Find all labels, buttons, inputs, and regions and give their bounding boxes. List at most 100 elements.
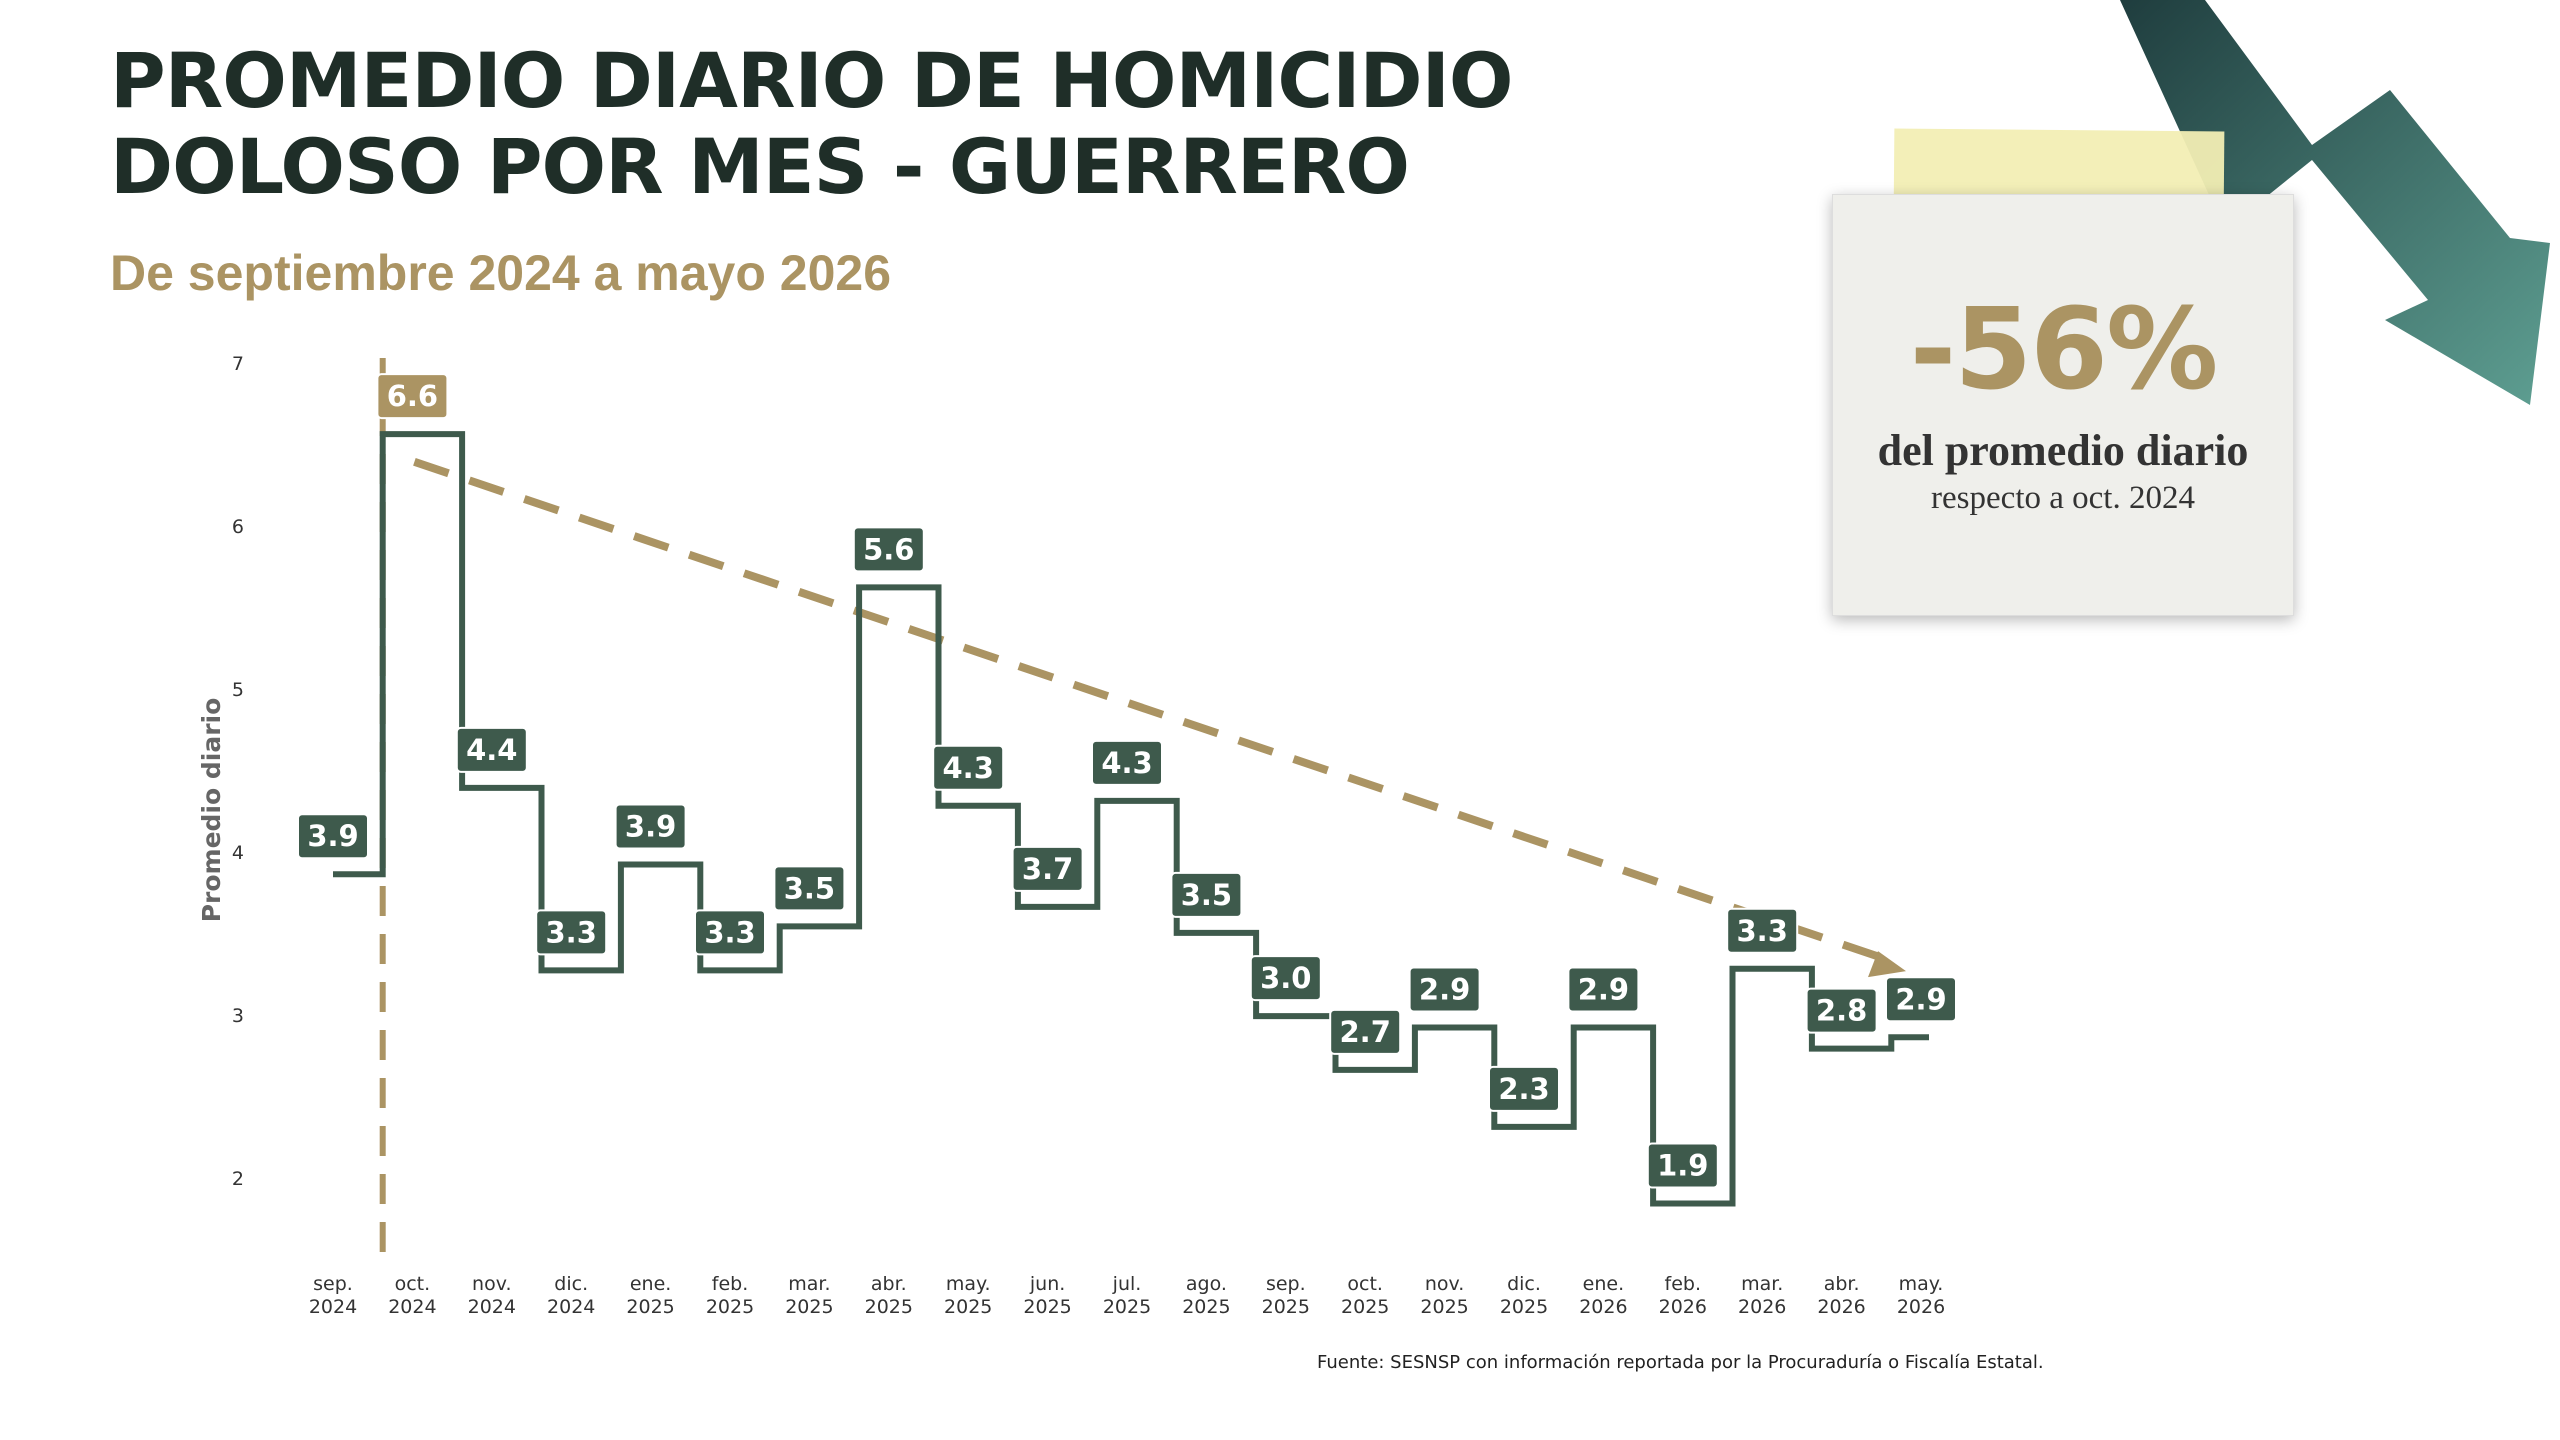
value-label: 2.8 — [1816, 994, 1867, 1028]
source-note: Fuente: SESNSP con información reportada… — [1317, 1352, 2044, 1373]
x-tick-year: 2025 — [1262, 1296, 1310, 1318]
note-line-2: respecto a oct. 2024 — [1931, 480, 2195, 516]
x-tick-month: jul. — [1112, 1273, 1142, 1295]
x-tick-month: oct. — [395, 1273, 431, 1295]
x-tick-year: 2026 — [1738, 1296, 1786, 1318]
value-label: 3.3 — [704, 915, 755, 949]
value-label: 3.9 — [625, 809, 676, 843]
value-label-box — [1408, 966, 1481, 1013]
value-label: 3.5 — [784, 871, 835, 905]
x-tick-month: oct. — [1347, 1273, 1383, 1295]
x-tick-month: may. — [946, 1273, 991, 1295]
value-label: 1.9 — [1657, 1149, 1708, 1183]
trend-line — [413, 458, 1894, 965]
x-tick-year: 2025 — [1182, 1296, 1230, 1318]
value-label-box — [932, 744, 1005, 791]
page-title: PROMEDIO DIARIO DE HOMICIDIO DOLOSO POR … — [110, 36, 1513, 211]
x-tick-year: 2025 — [944, 1296, 992, 1318]
x-tick-year: 2025 — [785, 1296, 833, 1318]
y-tick-label: 7 — [232, 353, 244, 375]
value-label: 4.3 — [1101, 746, 1152, 780]
value-label: 3.3 — [1737, 914, 1788, 948]
y-tick-label: 6 — [232, 516, 244, 538]
x-tick-year: 2026 — [1659, 1296, 1707, 1318]
x-tick-month: mar. — [1741, 1273, 1783, 1295]
trend-arrowhead — [1868, 951, 1906, 978]
value-label: 2.7 — [1340, 1015, 1391, 1049]
x-tick-month: sep. — [1266, 1273, 1306, 1295]
value-label-box — [297, 813, 369, 860]
step-series-line — [333, 431, 1929, 1207]
value-label-box — [1726, 907, 1799, 954]
stat-note: -56% del promedio diario respecto a oct.… — [1832, 194, 2294, 616]
note-line-1: del promedio diario — [1877, 426, 2249, 475]
x-tick-month: dic. — [1507, 1273, 1541, 1295]
value-label: 3.9 — [307, 819, 358, 853]
x-tick-month: sep. — [313, 1273, 353, 1295]
x-tick-month: feb. — [1665, 1273, 1701, 1295]
x-tick-year: 2025 — [1500, 1296, 1548, 1318]
value-label-box — [1249, 955, 1322, 1002]
value-label-box — [455, 726, 528, 773]
x-tick-year: 2026 — [1817, 1296, 1865, 1318]
value-label: 2.9 — [1895, 982, 1946, 1016]
value-label-box — [1567, 966, 1640, 1013]
x-tick-month: feb. — [712, 1273, 748, 1295]
subtitle: De septiembre 2024 a mayo 2026 — [110, 245, 892, 301]
x-tick-year: 2025 — [1023, 1296, 1071, 1318]
value-label: 2.3 — [1498, 1072, 1549, 1106]
x-tick-year: 2026 — [1897, 1296, 1945, 1318]
x-tick-year: 2026 — [1579, 1296, 1627, 1318]
value-label-box — [1329, 1008, 1402, 1055]
x-tick-month: dic. — [554, 1273, 588, 1295]
value-label: 2.9 — [1419, 972, 1470, 1006]
value-label: 5.6 — [863, 532, 914, 566]
y-tick-label: 5 — [232, 679, 244, 701]
x-tick-year: 2024 — [388, 1296, 436, 1318]
title-line-1: PROMEDIO DIARIO DE HOMICIDIO — [110, 36, 1513, 125]
downward-trend-arrow-icon — [2120, 0, 2550, 405]
value-label-box — [694, 909, 766, 956]
x-tick-year: 2025 — [1341, 1296, 1389, 1318]
value-label: 4.4 — [466, 733, 517, 767]
x-tick-month: may. — [1899, 1273, 1944, 1295]
value-label-box — [535, 909, 608, 956]
x-tick-month: ene. — [630, 1273, 671, 1295]
x-tick-year: 2025 — [865, 1296, 913, 1318]
x-tick-month: nov. — [472, 1273, 511, 1295]
value-label: 4.3 — [943, 751, 994, 785]
y-tick-label: 3 — [232, 1005, 244, 1027]
value-label: 2.9 — [1578, 972, 1629, 1006]
x-tick-year: 2025 — [626, 1296, 674, 1318]
y-axis-label: Promedio diario — [197, 698, 226, 923]
x-tick-year: 2024 — [309, 1296, 357, 1318]
value-label-box — [376, 373, 449, 420]
x-tick-month: nov. — [1425, 1273, 1464, 1295]
value-label: 3.0 — [1260, 961, 1311, 995]
x-tick-year: 2024 — [468, 1296, 516, 1318]
x-tick-year: 2024 — [547, 1296, 595, 1318]
x-tick-month: jun. — [1029, 1273, 1065, 1295]
x-tick-year: 2025 — [1420, 1296, 1468, 1318]
value-label-box — [1170, 871, 1243, 918]
value-label: 6.6 — [387, 379, 438, 413]
value-label-box — [614, 803, 687, 850]
value-label-box — [773, 865, 846, 912]
x-tick-month: ago. — [1186, 1273, 1227, 1295]
value-label: 3.3 — [546, 915, 597, 949]
y-tick-label: 4 — [232, 842, 244, 864]
value-label-box — [1488, 1065, 1560, 1112]
value-label: 3.7 — [1022, 852, 1073, 886]
title-line-2: DOLOSO POR MES - GUERRERO — [110, 122, 1410, 211]
x-tick-month: mar. — [788, 1273, 830, 1295]
value-label-box — [1011, 845, 1084, 892]
note-percent: -56% — [1909, 285, 2219, 415]
value-label-box — [1805, 987, 1878, 1034]
value-label-box — [1885, 976, 1957, 1023]
value-label: 3.5 — [1181, 878, 1232, 912]
x-tick-year: 2025 — [706, 1296, 754, 1318]
y-tick-label: 2 — [232, 1168, 244, 1190]
x-tick-month: abr. — [871, 1273, 907, 1295]
x-tick-month: abr. — [1824, 1273, 1860, 1295]
